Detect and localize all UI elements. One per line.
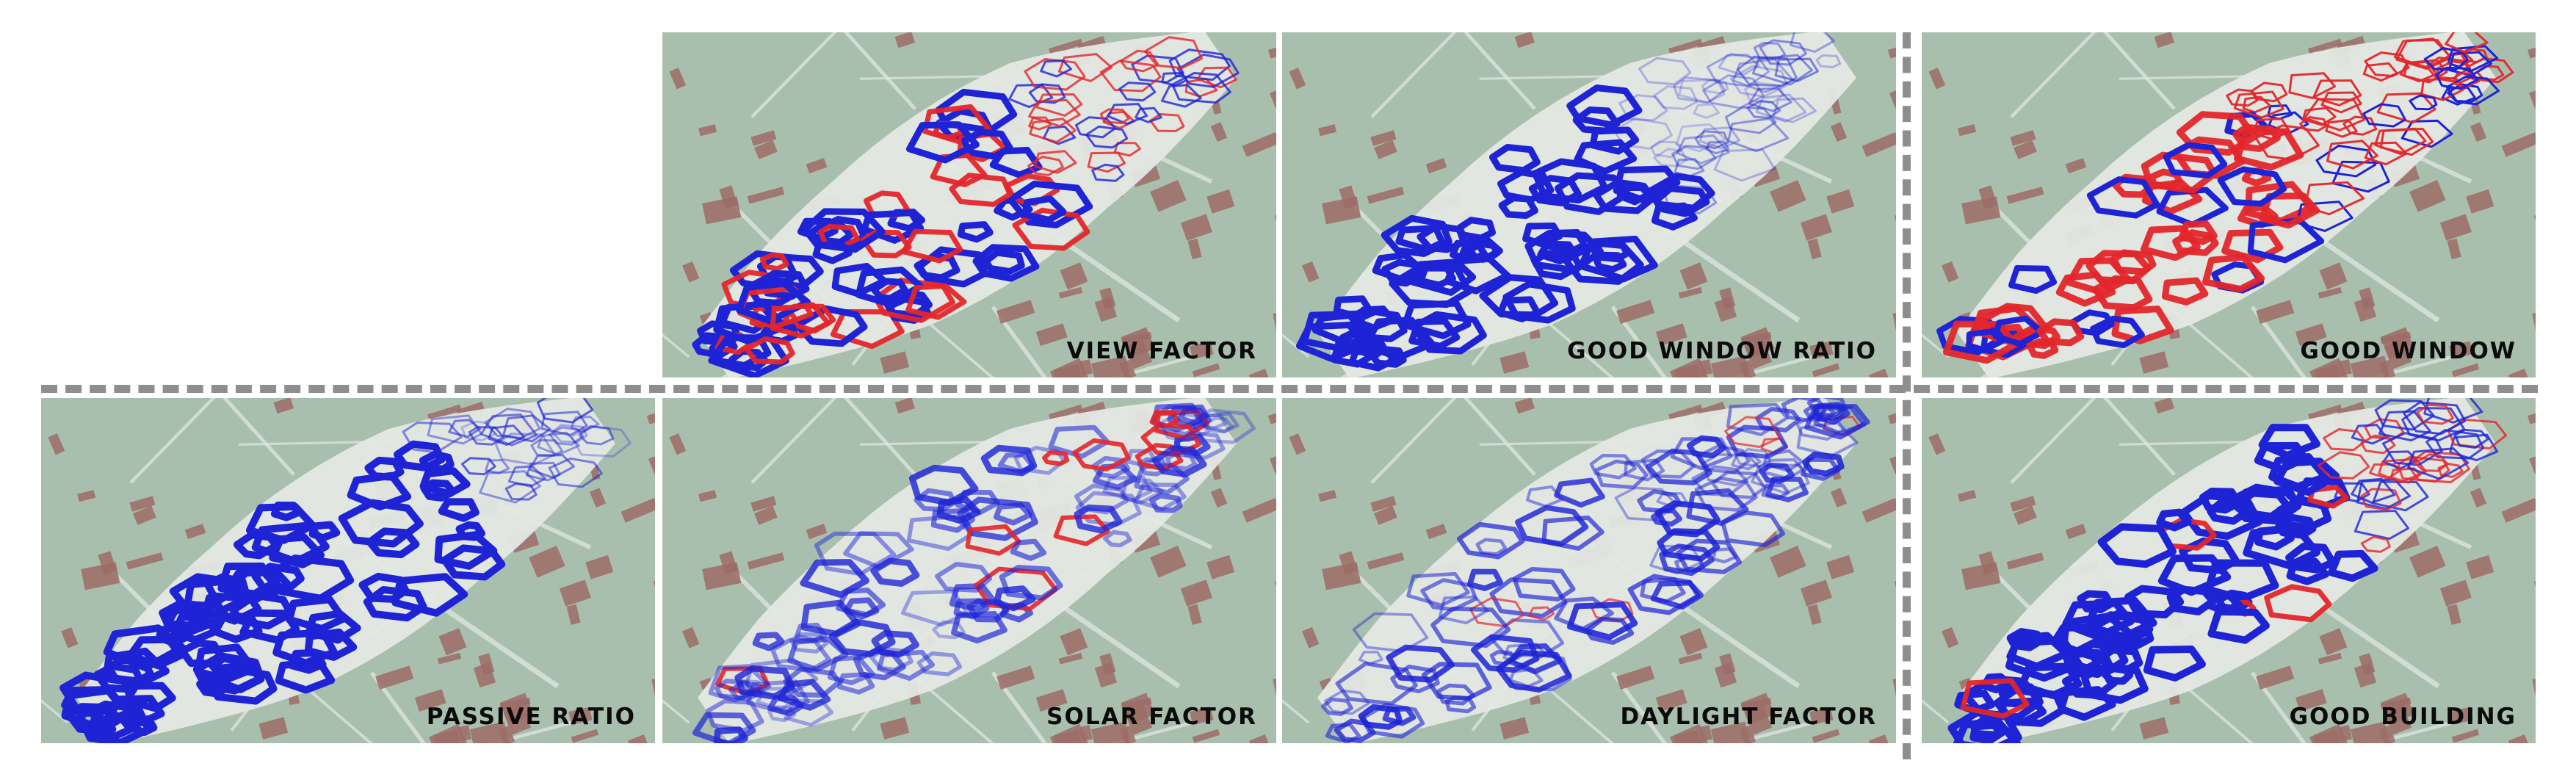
panel-good-building: GOOD BUILDING bbox=[1922, 398, 2536, 743]
map-good-window-ratio bbox=[1282, 32, 1896, 377]
panel-good-window: GOOD WINDOW bbox=[1922, 32, 2536, 377]
map-passive-ratio bbox=[41, 398, 655, 743]
divider-horizontal bbox=[41, 385, 2538, 393]
panel-good-window-ratio: GOOD WINDOW RATIO bbox=[1282, 32, 1896, 377]
map-view-factor bbox=[662, 32, 1276, 377]
panel-title-view-factor: VIEW FACTOR bbox=[1066, 338, 1257, 364]
panel-title-solar-factor: SOLAR FACTOR bbox=[1046, 704, 1257, 730]
panel-daylight-factor: DAYLIGHT FACTOR bbox=[1282, 398, 1896, 743]
panel-view-factor: VIEW FACTOR bbox=[662, 32, 1276, 377]
panel-title-passive-ratio: PASSIVE RATIO bbox=[426, 704, 636, 730]
divider-vertical bbox=[1903, 32, 1911, 759]
map-good-building bbox=[1922, 398, 2536, 743]
map-daylight-factor bbox=[1282, 398, 1896, 743]
panel-passive-ratio: PASSIVE RATIO bbox=[41, 398, 655, 743]
map-good-window bbox=[1922, 32, 2536, 377]
map-solar-factor bbox=[662, 398, 1276, 743]
panel-title-daylight-factor: DAYLIGHT FACTOR bbox=[1620, 704, 1877, 730]
panel-title-good-window: GOOD WINDOW bbox=[2300, 338, 2517, 364]
panel-solar-factor: SOLAR FACTOR bbox=[662, 398, 1276, 743]
panel-title-good-building: GOOD BUILDING bbox=[2289, 704, 2517, 730]
panel-title-good-window-ratio: GOOD WINDOW RATIO bbox=[1567, 338, 1877, 364]
